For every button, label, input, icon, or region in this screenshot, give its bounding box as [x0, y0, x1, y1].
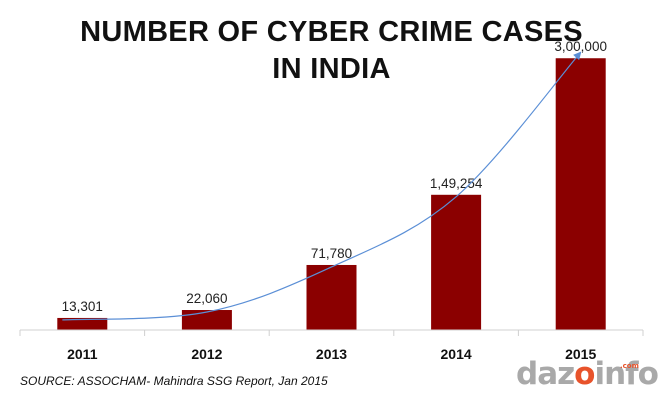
brand-logo-part-1: daz: [516, 356, 575, 392]
bar-2013: [306, 264, 357, 330]
x-tick-label-2015: 2015: [565, 346, 596, 362]
bar-2012: [181, 310, 232, 330]
x-tick-label-2014: 2014: [441, 346, 472, 362]
x-tick-label-2011: 2011: [67, 346, 98, 362]
chart-title: NUMBER OF CYBER CRIME CASES IN INDIA: [0, 14, 663, 88]
data-label-2013: 71,780: [311, 246, 352, 261]
bar-2011: [57, 317, 108, 330]
brand-logo-part-2: o: [574, 356, 595, 392]
data-label-2012: 22,060: [186, 291, 227, 306]
chart-title-line-1: NUMBER OF CYBER CRIME CASES: [80, 16, 583, 48]
data-label-2015: 3,00,000: [554, 39, 607, 54]
brand-logo-part-3: info: [594, 356, 658, 392]
x-tick-label-2013: 2013: [316, 346, 347, 362]
bar-2015: [555, 58, 606, 331]
bar-2014: [431, 194, 482, 330]
brand-logo: dazoinfo .com: [516, 356, 659, 392]
chart-title-line-2: IN INDIA: [272, 53, 391, 85]
trend-arrow: [62, 51, 582, 321]
brand-logo-suffix: .com: [620, 362, 639, 370]
source-note: SOURCE: ASSOCHAM- Mahindra SSG Report, J…: [20, 374, 328, 388]
data-label-2014: 1,49,254: [430, 176, 483, 191]
x-tick-label-2012: 2012: [191, 346, 222, 362]
data-label-2011: 13,301: [62, 299, 103, 314]
